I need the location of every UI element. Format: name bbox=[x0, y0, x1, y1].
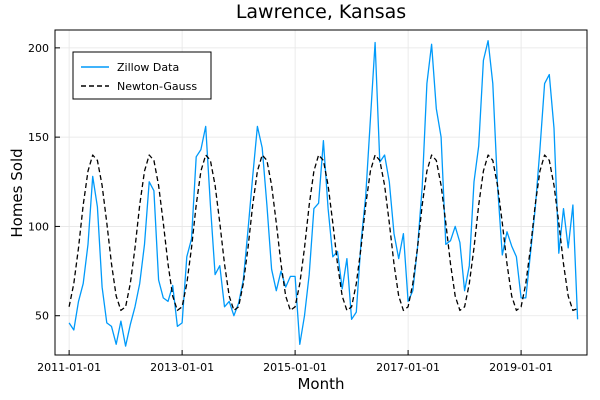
x-tick-label: 2019-01-01 bbox=[489, 361, 553, 374]
y-tick-label: 50 bbox=[35, 310, 49, 323]
x-tick-label: 2013-01-01 bbox=[150, 361, 214, 374]
y-axis-label: Homes Sold bbox=[8, 148, 26, 237]
y-tick-label: 100 bbox=[28, 220, 49, 233]
chart-title: Lawrence, Kansas bbox=[236, 1, 406, 23]
series-line-newton-gauss bbox=[68, 154, 578, 312]
x-axis-ticks: 2011-01-01 2013-01-01 2015-01-01 2017-01-01… bbox=[37, 350, 553, 374]
legend-box bbox=[72, 51, 212, 100]
x-tick-label: 2017-01-01 bbox=[376, 361, 440, 374]
x-tick-label: 2011-01-01 bbox=[37, 361, 101, 374]
legend-label-zillow-data: Zillow Data bbox=[117, 61, 179, 74]
series-line-zillow-data bbox=[68, 40, 579, 347]
series-layer bbox=[68, 40, 579, 347]
x-axis-label: Month bbox=[297, 375, 344, 393]
y-axis-ticks: 50 100 150 200 bbox=[28, 42, 60, 323]
y-tick-label: 150 bbox=[28, 131, 49, 144]
legend: Zillow Data Newton-Gauss bbox=[72, 51, 212, 100]
legend-label-newton-gauss: Newton-Gauss bbox=[117, 80, 197, 93]
x-tick-label: 2015-01-01 bbox=[263, 361, 327, 374]
plot-frame bbox=[54, 29, 588, 356]
y-tick-label: 200 bbox=[28, 42, 49, 55]
